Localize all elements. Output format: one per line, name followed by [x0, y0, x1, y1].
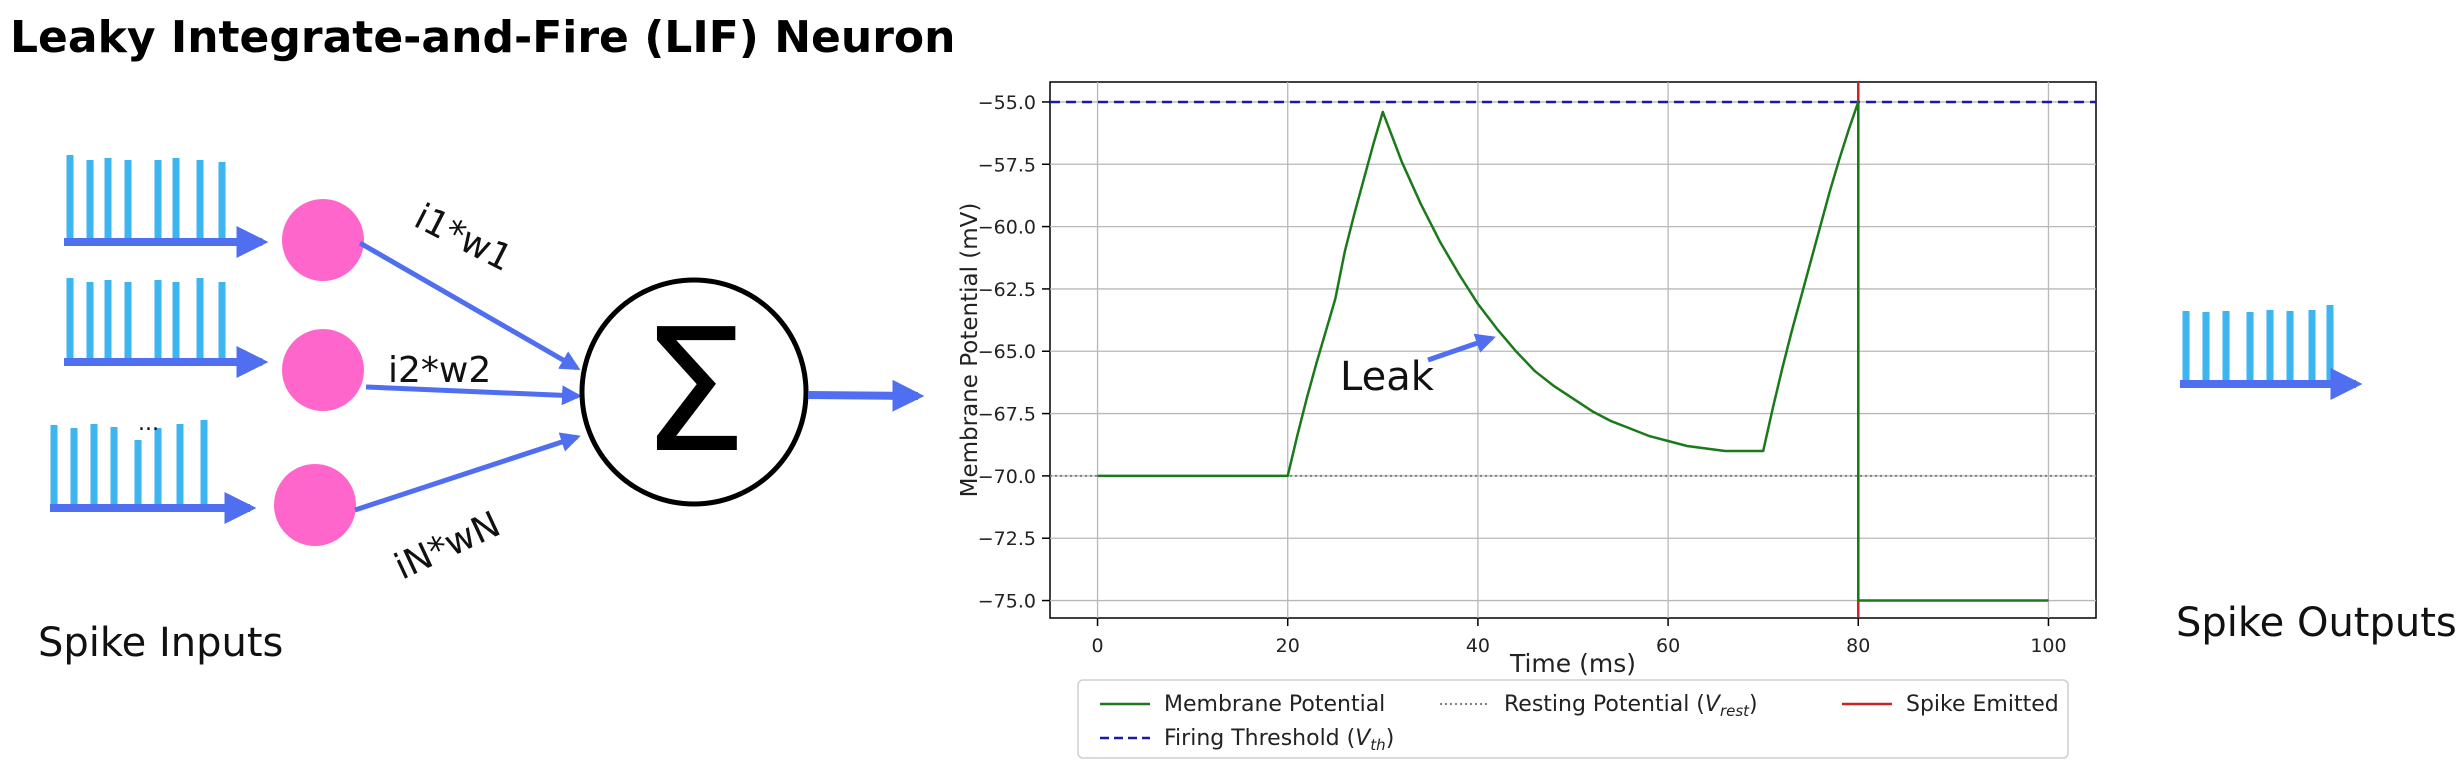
connection-arrow-n	[354, 432, 581, 513]
chart-legend: Membrane Potential Resting Potential (Vre…	[1077, 679, 2069, 759]
y-axis-label: Membrane Potential (mV)	[957, 203, 983, 498]
weighted-connections	[354, 240, 582, 513]
x-axis-label: Time (ms)	[1509, 649, 1636, 678]
legend-label: Resting Potential (Vrest)	[1504, 692, 1758, 720]
plot-frame	[1049, 81, 2097, 619]
ellipsis-label: ...	[138, 411, 159, 436]
chart-grid	[1050, 82, 2096, 618]
weight-label-2: i2*w2	[388, 350, 491, 391]
y-tick-label: −65.0	[978, 341, 1036, 363]
chart-series	[1097, 100, 2049, 602]
leak-label: Leak	[1340, 354, 1435, 400]
input-node-1	[282, 199, 364, 281]
leak-arrow	[1427, 333, 1496, 363]
y-tick-label: −70.0	[978, 466, 1036, 488]
x-tick-label: 60	[1656, 635, 1680, 657]
legend-label: Membrane Potential	[1164, 692, 1385, 717]
spike-outputs-caption: Spike Outputs	[2176, 600, 2457, 646]
connection-arrow-2	[365, 384, 582, 406]
membrane-potential-line	[1097, 100, 2049, 602]
output-spike-train	[2180, 305, 2363, 400]
input-node-2	[282, 329, 364, 411]
leak-annotation: Leak	[1340, 333, 1496, 400]
weight-label-1: i1*w1	[408, 196, 519, 279]
input-nodes	[274, 199, 364, 546]
neuron-output-arrow	[807, 379, 925, 412]
y-tick-label: −57.5	[978, 154, 1036, 176]
legend-label: Firing Threshold (Vth)	[1164, 726, 1394, 754]
x-tick-label: 0	[1091, 635, 1103, 657]
connection-arrow-1	[358, 240, 581, 371]
y-tick-label: −72.5	[978, 528, 1036, 550]
y-tick-label: −67.5	[978, 404, 1036, 426]
input-spike-trains	[50, 155, 269, 524]
y-tick-label: −55.0	[978, 92, 1036, 114]
y-tick-label: −60.0	[978, 217, 1036, 239]
page-title: Leaky Integrate-and-Fire (LIF) Neuron	[10, 12, 955, 63]
weight-label-n: iN*wN	[388, 504, 506, 588]
x-tick-label: 20	[1276, 635, 1300, 657]
x-tick-label: 40	[1466, 635, 1490, 657]
legend-box	[1077, 679, 2069, 759]
input-node-n	[274, 464, 356, 546]
chart-ticks: 0 20 40 60 80 100 −55.0 −57.5 −60.0 −62.5 −65.0 −67…	[978, 92, 2067, 657]
x-tick-label: 100	[2030, 635, 2066, 657]
summation-symbol: Σ	[640, 293, 747, 491]
spike-inputs-caption: Spike Inputs	[38, 620, 283, 666]
summation-neuron	[579, 277, 809, 507]
membrane-potential-chart: 0 20 40 60 80 100 −55.0 −57.5 −60.0 −62.5 −65.0 −67…	[957, 81, 2097, 759]
legend-label: Spike Emitted	[1906, 692, 2059, 717]
x-tick-label: 80	[1846, 635, 1870, 657]
y-tick-label: −75.0	[978, 591, 1036, 613]
y-tick-label: −62.5	[978, 279, 1036, 301]
